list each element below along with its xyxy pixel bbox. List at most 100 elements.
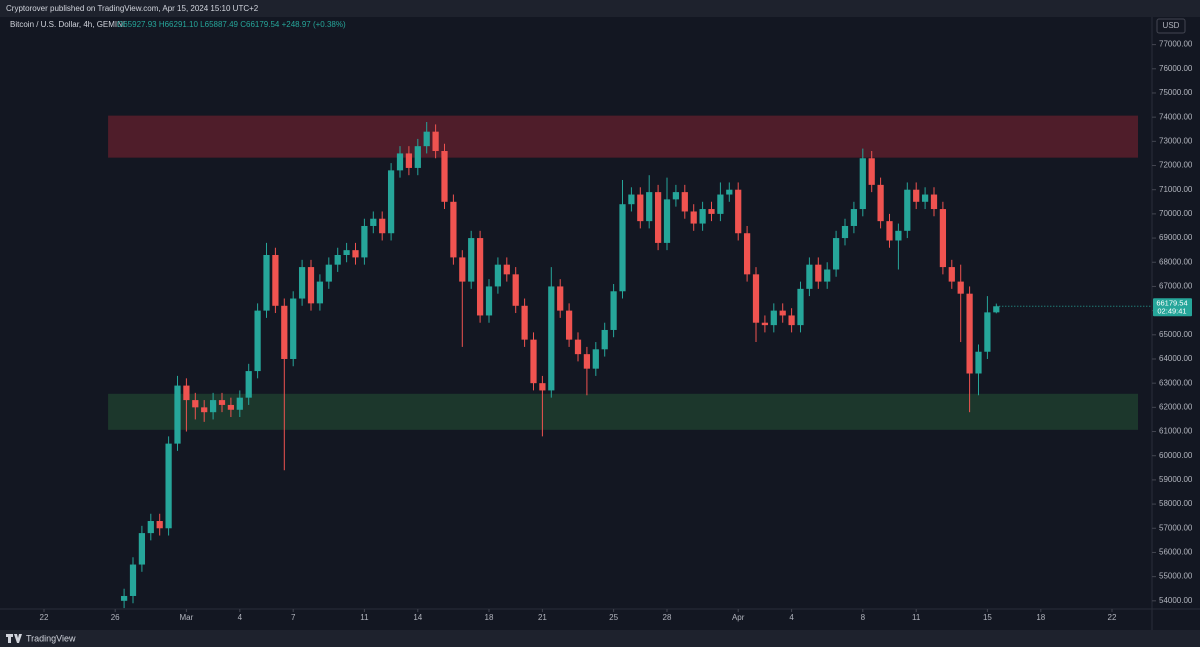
y-tick-label: 58000.00 <box>1159 499 1193 508</box>
candle-body <box>984 312 991 352</box>
candle-body <box>948 267 955 282</box>
candle-body <box>610 291 617 330</box>
candle-body <box>530 339 537 384</box>
x-tick-label: 21 <box>538 613 547 622</box>
symbol-title: Bitcoin / U.S. Dollar, 4h, GEMINI <box>10 20 125 29</box>
x-tick-label: 11 <box>912 613 921 622</box>
candle-body <box>904 189 911 231</box>
x-tick-label: 22 <box>1108 613 1117 622</box>
candle-body <box>236 397 243 410</box>
candle-body <box>494 264 502 287</box>
candle-body <box>192 400 199 408</box>
y-tick-label: 54000.00 <box>1159 596 1193 605</box>
candle-body <box>583 354 591 369</box>
candle-body <box>726 189 733 195</box>
x-tick-label: 26 <box>111 613 120 622</box>
currency-box[interactable] <box>1156 18 1186 34</box>
candle-body <box>770 310 777 326</box>
candle-body <box>646 192 653 222</box>
candle-body <box>574 339 582 355</box>
candle-body <box>957 281 964 294</box>
candle-body <box>218 400 226 405</box>
y-tick-label: 73000.00 <box>1159 136 1193 145</box>
x-tick-label: 4 <box>238 613 243 622</box>
candle-body <box>850 209 858 226</box>
candle-body <box>672 192 680 200</box>
candle-body <box>637 194 644 222</box>
candle-body <box>468 238 475 282</box>
candle-body <box>245 371 252 398</box>
y-tick-label: 60000.00 <box>1159 451 1193 460</box>
candle-body <box>654 192 662 243</box>
candle-body <box>966 293 973 374</box>
footer-text: TradingView <box>26 633 76 643</box>
y-tick-label: 70000.00 <box>1159 209 1193 218</box>
countdown: 02:49:41 <box>1157 306 1186 315</box>
candle-body <box>379 218 386 234</box>
candle-body <box>307 267 315 304</box>
last-price-box <box>1153 298 1192 317</box>
x-tick-label: Apr <box>732 613 745 622</box>
x-tick-label: Mar <box>180 613 194 622</box>
candle-body <box>281 305 288 359</box>
candle-body <box>120 595 128 601</box>
y-tick-label: 65000.00 <box>1159 330 1193 339</box>
candle-body <box>432 131 439 152</box>
y-tick-label: 68000.00 <box>1159 257 1193 266</box>
candle-body <box>975 351 982 374</box>
candle-body <box>681 192 688 212</box>
last-price-label: 66179.54 <box>1156 298 1187 307</box>
zone <box>108 115 1139 158</box>
candle-body <box>254 310 261 372</box>
candle-body <box>370 218 377 226</box>
header-text: Cryptorover published on TradingView.com… <box>6 4 259 13</box>
candle-body <box>361 225 368 258</box>
y-tick-label: 63000.00 <box>1159 378 1193 387</box>
candle-body <box>290 298 297 359</box>
y-tick-label: 59000.00 <box>1159 475 1193 484</box>
candle-body <box>174 385 181 444</box>
candle-body <box>263 254 270 311</box>
candle-body <box>699 209 706 224</box>
candle-body <box>939 209 947 268</box>
x-tick-label: 11 <box>360 613 369 622</box>
y-tick-label: 76000.00 <box>1159 64 1193 73</box>
candle-body <box>717 194 724 214</box>
candle-body <box>832 238 840 270</box>
candle-body <box>806 264 813 289</box>
x-tick-label: 28 <box>663 613 672 622</box>
candle-body <box>209 400 217 413</box>
x-tick-label: 4 <box>789 613 794 622</box>
x-tick-label: 8 <box>861 613 866 622</box>
y-tick-label: 71000.00 <box>1159 185 1193 194</box>
candle-body <box>797 288 804 326</box>
y-tick-label: 64000.00 <box>1159 354 1193 363</box>
candle-body <box>423 131 430 147</box>
candle-body <box>735 189 742 234</box>
candle-body <box>156 521 163 529</box>
currency[interactable]: USD <box>1163 21 1180 30</box>
candle-body <box>325 264 332 282</box>
candle-body <box>815 264 822 282</box>
y-tick-label: 72000.00 <box>1159 161 1193 170</box>
candle-body <box>859 158 866 210</box>
candle-body <box>539 383 546 391</box>
candle-body <box>663 199 671 243</box>
candle-body <box>201 407 208 413</box>
candle-body <box>343 250 350 255</box>
candle-body <box>743 233 751 275</box>
candle-body <box>779 310 786 316</box>
candle-body <box>138 533 146 565</box>
candle-body <box>761 322 769 326</box>
x-tick-label: 25 <box>609 613 618 622</box>
candle-body <box>334 254 341 265</box>
candle-body <box>396 153 404 171</box>
ohlc-legend: O65927.93 H66291.10 L65887.49 C66179.54 … <box>117 20 346 29</box>
y-tick-label: 67000.00 <box>1159 282 1193 291</box>
candle-body <box>557 286 564 311</box>
candle-body <box>165 443 172 529</box>
candle-body <box>619 204 626 292</box>
candle-body <box>993 306 1000 313</box>
